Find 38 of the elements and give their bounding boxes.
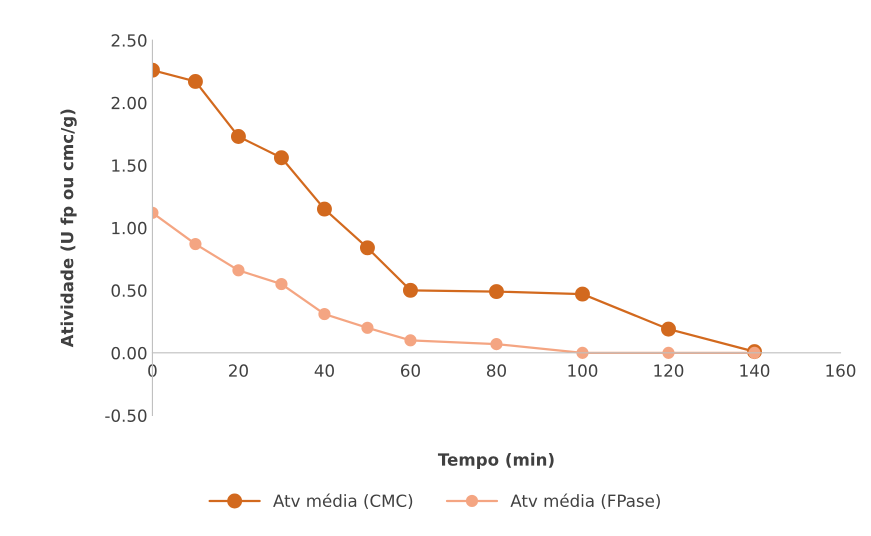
point [404,334,417,346]
legend-label: Atv média (CMC) [273,493,412,510]
point [402,282,418,298]
point [230,129,246,144]
x-tick-label: 140 [740,364,770,377]
y-tick-label: 2.00 [112,96,146,110]
y-tick-label: 0.00 [112,346,146,360]
point [361,322,374,334]
x-tick-label: 0 [148,364,157,377]
point [275,278,288,290]
point [576,346,589,359]
point [575,286,590,302]
point [662,346,675,359]
legend-label: Atv média (FPase) [510,493,660,510]
point [189,238,202,250]
x-tick-label: 100 [568,364,598,377]
x-tick-label: 60 [401,364,420,377]
point [490,338,503,350]
point [188,74,203,89]
point [360,240,375,256]
point [661,322,676,337]
x-tick-label: 160 [826,364,856,377]
x-tick-label: 80 [486,364,506,377]
point [274,150,289,166]
x-tick-label: 120 [654,364,684,377]
point [489,284,504,300]
x-axis-title: Tempo (min) [438,452,554,470]
x-tick-label: 40 [314,364,334,377]
point [316,202,332,217]
y-tick-label: 0.50 [112,284,146,297]
y-tick-label: -0.50 [105,409,146,422]
point [318,308,331,320]
y-axis-title: Atividade (U fp ou cmc/g) [60,110,77,348]
point [232,264,245,276]
y-tick-label: 2.50 [112,34,146,47]
x-tick-label: 20 [229,364,248,377]
y-tick-label: 1.50 [112,159,146,172]
y-tick-label: 1.00 [112,222,146,234]
